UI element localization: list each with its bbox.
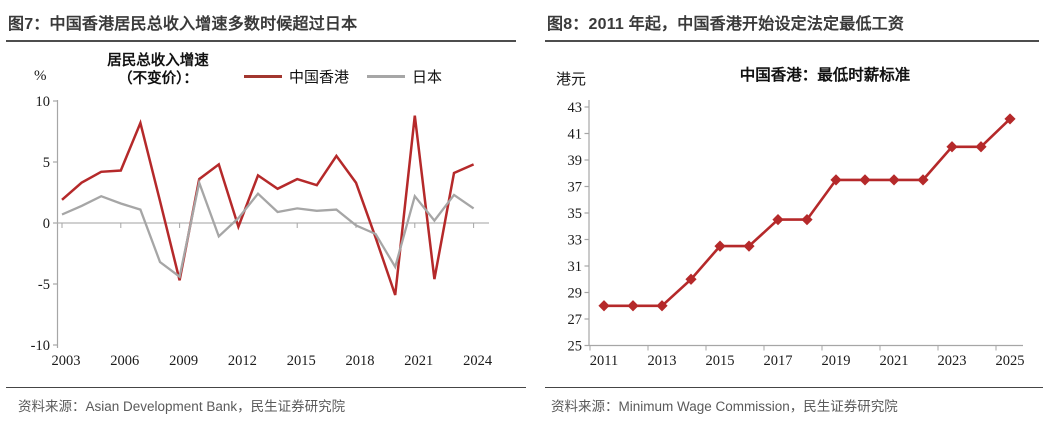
diamond-marker — [859, 174, 871, 186]
svg-text:2017: 2017 — [764, 353, 793, 369]
right-chart-plot: 43 41 39 37 35 33 31 29 27 25 2011 2013 2015 2017 2019… — [568, 100, 1025, 369]
svg-text:0: 0 — [43, 216, 50, 232]
svg-text:2006: 2006 — [110, 353, 139, 369]
diamond-marker — [743, 240, 755, 252]
svg-text:31: 31 — [568, 259, 583, 275]
right-panel-title: 图8：2011 年起，中国香港开始设定法定最低工资 — [545, 8, 1039, 42]
svg-text:41: 41 — [568, 127, 583, 143]
diamond-marker — [598, 300, 610, 312]
right-chart-title: 中国香港：最低时薪标准 — [739, 67, 911, 84]
svg-text:-5: -5 — [38, 277, 50, 293]
svg-text:2015: 2015 — [287, 353, 316, 369]
diamond-marker — [772, 214, 784, 226]
series-hongkong — [61, 115, 475, 296]
right-chart-unit-label: 港元 — [556, 72, 587, 88]
diamond-marker — [830, 174, 842, 186]
svg-text:2021: 2021 — [880, 353, 909, 369]
legend-label-japan: 日本 — [412, 70, 443, 86]
svg-text:25: 25 — [568, 339, 583, 355]
svg-text:2019: 2019 — [822, 353, 851, 369]
diamond-marker — [975, 141, 987, 153]
hongkong-line-swatch — [244, 75, 282, 78]
svg-text:10: 10 — [36, 94, 51, 110]
diamond-marker — [627, 300, 639, 312]
svg-text:39: 39 — [568, 153, 583, 169]
left-panel-title: 图7：中国香港居民总收入增速多数时候超过日本 — [6, 8, 516, 42]
left-source-note: 资料来源：Asian Development Bank，民生证券研究院 — [6, 387, 526, 415]
svg-text:2018: 2018 — [346, 353, 375, 369]
diamond-marker — [656, 300, 668, 312]
svg-text:5: 5 — [43, 155, 50, 171]
svg-text:2011: 2011 — [590, 353, 618, 369]
svg-text:29: 29 — [568, 286, 583, 302]
diamond-marker — [801, 214, 813, 226]
left-chart-legend: 中国香港 日本 — [244, 66, 460, 87]
svg-text:27: 27 — [568, 312, 583, 328]
legend-label-hongkong: 中国香港 — [289, 70, 350, 86]
diamond-marker — [888, 174, 900, 186]
svg-text:43: 43 — [568, 100, 583, 116]
svg-text:2015: 2015 — [706, 353, 735, 369]
svg-text:2013: 2013 — [648, 353, 677, 369]
diamond-marker — [917, 174, 929, 186]
legend-heading-line2: （不变价）： — [118, 71, 198, 87]
svg-text:2021: 2021 — [404, 353, 433, 369]
series-japan — [61, 178, 475, 279]
svg-text:2012: 2012 — [228, 353, 257, 369]
diamond-marker — [946, 141, 958, 153]
svg-text:33: 33 — [568, 233, 583, 249]
svg-text:2023: 2023 — [938, 353, 967, 369]
legend-item-japan: 日本 — [367, 66, 442, 87]
diamond-marker — [1004, 113, 1016, 125]
japan-line-swatch — [367, 75, 406, 78]
svg-text:2024: 2024 — [463, 353, 493, 369]
svg-text:37: 37 — [568, 180, 583, 196]
legend-item-hongkong: 中国香港 — [244, 66, 349, 87]
svg-text:2003: 2003 — [52, 353, 81, 369]
svg-text:35: 35 — [568, 206, 583, 222]
svg-text:2025: 2025 — [996, 353, 1025, 369]
right-source-note: 资料来源：Minimum Wage Commission，民生证券研究院 — [545, 387, 1043, 415]
left-chart-unit-label: % — [34, 68, 47, 84]
legend-heading-line1: 居民总收入增速 — [107, 53, 209, 69]
left-chart-legend-heading: 居民总收入增速 （不变价）： — [82, 52, 234, 88]
diamond-marker — [685, 273, 697, 285]
svg-text:2009: 2009 — [169, 353, 198, 369]
svg-text:-10: -10 — [31, 338, 50, 354]
diamond-marker — [714, 240, 726, 252]
right-line-chart: 43 41 39 37 35 33 31 29 27 25 2011 2013 2015 2017 2019… — [568, 100, 1025, 369]
